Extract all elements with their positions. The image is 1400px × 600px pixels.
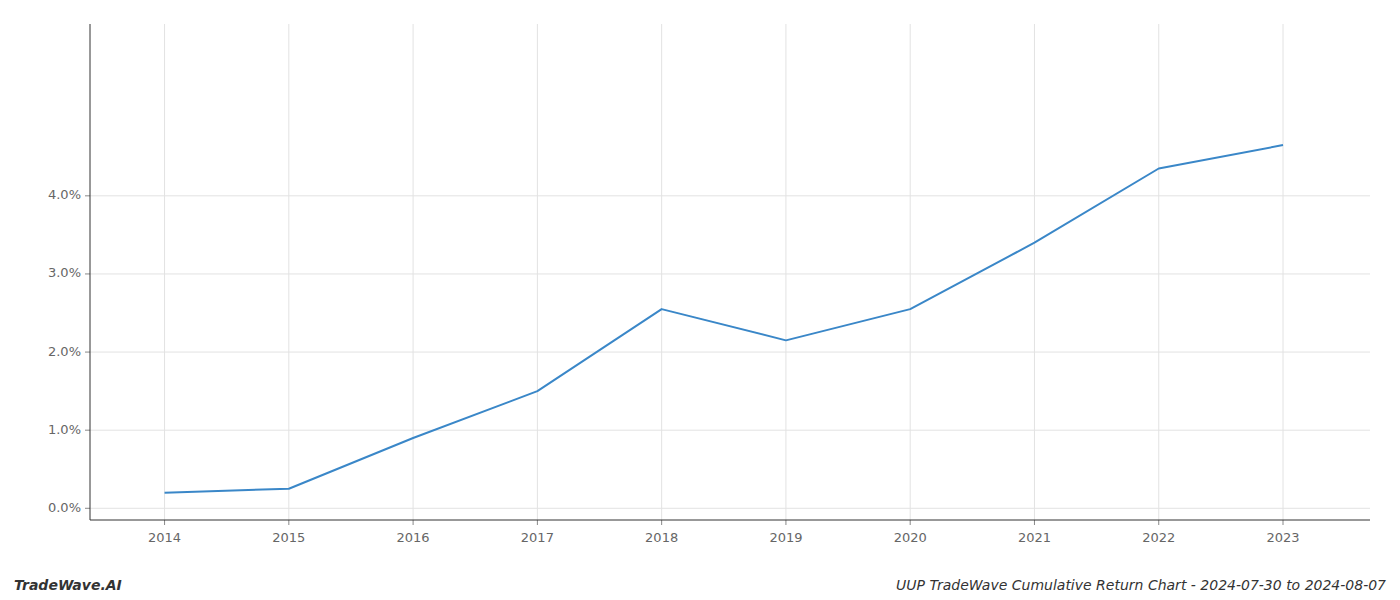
x-tick — [1158, 520, 1159, 525]
y-tick-label: 2.0% — [48, 344, 81, 359]
y-axis-line — [90, 24, 91, 520]
x-grid-line — [1283, 24, 1284, 520]
x-grid-line — [288, 24, 289, 520]
x-tick-label: 2018 — [645, 530, 678, 545]
footer-left: TradeWave.AI — [14, 577, 122, 593]
x-tick-label: 2019 — [769, 530, 802, 545]
x-grid-line — [910, 24, 911, 520]
x-tick — [1283, 520, 1284, 525]
x-grid-line — [413, 24, 414, 520]
x-tick — [164, 520, 165, 525]
x-grid-line — [164, 24, 165, 520]
axes: 0.0% 1.0% 2.0% 3.0% 4.0% 2014 2015 2016 2017 2018… — [48, 24, 1370, 545]
x-tick-label: 2017 — [521, 530, 554, 545]
y-grid-line — [90, 273, 1370, 274]
x-grid-line — [537, 24, 538, 520]
x-tick — [661, 520, 662, 525]
y-grid-line — [90, 195, 1370, 196]
y-grid-line — [90, 508, 1370, 509]
chart-svg: 0.0% 1.0% 2.0% 3.0% 4.0% 2014 2015 2016 2017 2018… — [0, 0, 1400, 600]
y-tick — [85, 508, 90, 509]
x-tick — [288, 520, 289, 525]
x-tick — [537, 520, 538, 525]
y-grid-line — [90, 430, 1370, 431]
x-tick — [413, 520, 414, 525]
x-tick — [910, 520, 911, 525]
line-series — [165, 145, 1283, 493]
x-tick-label: 2016 — [397, 530, 430, 545]
x-tick-label: 2023 — [1266, 530, 1299, 545]
x-tick-label: 2015 — [272, 530, 305, 545]
y-tick — [85, 430, 90, 431]
plot-area — [165, 145, 1283, 493]
x-tick — [1034, 520, 1035, 525]
grid — [90, 24, 1370, 520]
x-tick-label: 2022 — [1142, 530, 1175, 545]
x-tick-label: 2021 — [1018, 530, 1051, 545]
y-tick-label: 3.0% — [48, 265, 81, 280]
x-grid-line — [661, 24, 662, 520]
y-tick-label: 0.0% — [48, 500, 81, 515]
y-tick-label: 1.0% — [48, 422, 81, 437]
x-tick — [785, 520, 786, 525]
x-tick-label: 2014 — [148, 530, 181, 545]
y-tick — [85, 195, 90, 196]
y-grid-line — [90, 352, 1370, 353]
y-tick — [85, 352, 90, 353]
chart-container: 0.0% 1.0% 2.0% 3.0% 4.0% 2014 2015 2016 2017 2018… — [0, 0, 1400, 600]
x-grid-line — [1034, 24, 1035, 520]
y-tick — [85, 273, 90, 274]
x-grid-line — [1158, 24, 1159, 520]
x-grid-line — [785, 24, 786, 520]
y-tick-label: 4.0% — [48, 187, 81, 202]
footer-right: UUP TradeWave Cumulative Return Chart - … — [896, 577, 1386, 593]
x-tick-label: 2020 — [894, 530, 927, 545]
x-axis-line — [90, 520, 1370, 521]
